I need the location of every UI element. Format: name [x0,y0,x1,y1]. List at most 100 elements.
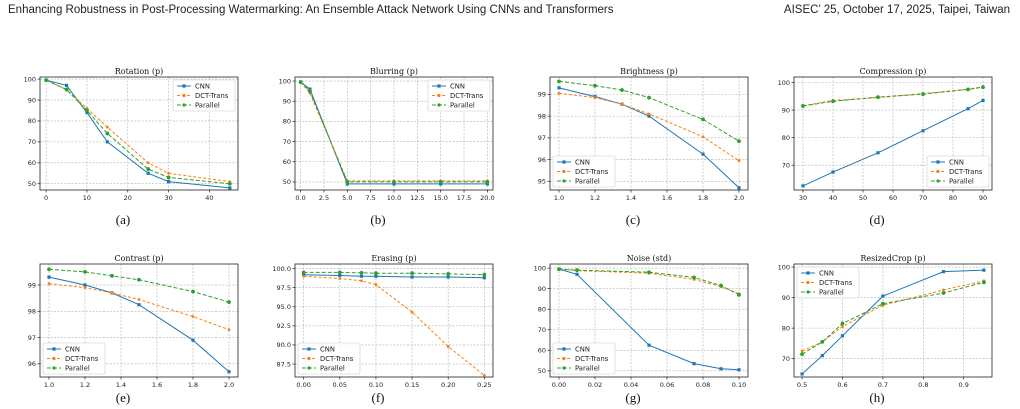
legend-label-dct-trans: DCT-Trans [65,355,99,363]
legend-label-parallel: Parallel [575,177,600,185]
data-point-cnn [359,274,364,278]
data-point-parallel [44,78,49,83]
data-point-parallel [719,283,723,288]
data-point-cnn [737,186,741,190]
data-point-cnn [801,184,805,188]
series-line-cnn [48,276,230,373]
legend-label-cnn: CNN [195,82,210,90]
x-tick-label: 17.5 [457,194,471,202]
x-tick-label: 0.08 [696,381,710,389]
data-point-parallel [800,352,804,356]
x-tick-label: 1.6 [152,381,162,389]
chart-svg: Blurring (p) 0.0 2.5 5.0 7.5 10.0 12.5 15.0 17.5… [279,67,495,202]
legend-label-parallel: Parallel [320,364,345,372]
series-line-cnn [802,99,984,187]
x-tick-label: 10 [83,194,91,202]
y-tick-label: 50 [283,178,291,186]
legend-marker-dct-trans [182,93,186,98]
x-tick-label: 1.4 [116,381,126,389]
legend-marker-dct-trans [437,93,441,98]
series-line-dct-trans [48,283,230,331]
data-point-dct-trans [47,282,51,286]
data-point-dct-trans [360,279,363,283]
x-tick-label: 12.5 [410,194,424,202]
x-tick-label: 0.6 [837,381,847,389]
legend-marker-parallel [806,290,810,294]
y-tick-label: 70 [782,355,790,363]
x-tick-label: 70 [919,194,927,202]
data-point-parallel [557,267,561,272]
data-point-parallel [485,180,490,184]
data-point-cnn [228,186,232,190]
legend-marker-cnn [182,84,186,88]
y-tick-label: 87.5 [277,360,291,368]
data-point-parallel [701,117,705,122]
x-tick-label: 1.2 [590,194,600,202]
y-tick-label: 97 [538,134,546,142]
data-point-cnn [701,152,705,156]
plot-frame [294,76,494,191]
data-point-cnn [876,151,880,155]
y-tick-label: 100.0 [272,265,291,273]
data-point-parallel [647,270,651,275]
chart-title: Noise (std) [627,254,671,263]
y-tick-label: 100 [24,75,36,83]
data-point-dct-trans [410,310,414,314]
data-point-dct-trans [593,96,597,100]
chart-title: Erasing (p) [371,254,416,263]
series-line-parallel [558,80,740,142]
data-point-cnn [146,171,150,175]
x-tick-label: 1.6 [662,194,672,202]
data-point-parallel [840,321,845,326]
data-point-dct-trans [841,325,844,329]
data-point-dct-trans [620,102,624,106]
legend-marker-cnn [562,160,566,164]
y-tick-label: 80 [283,118,291,126]
x-tick-label: 7.5 [365,194,375,202]
legend-label-parallel: Parallel [65,364,90,372]
data-point-parallel [105,131,110,136]
data-point-cnn [982,268,986,272]
y-tick-label: 50 [28,180,36,188]
legend-marker-parallel [562,366,566,370]
data-point-parallel [482,272,487,277]
data-point-cnn [137,303,141,307]
x-tick-label: 0.7 [878,381,888,389]
data-point-parallel [831,99,835,104]
data-point-cnn [485,182,489,186]
data-point-parallel [593,83,597,88]
data-point-parallel [85,108,89,113]
data-point-parallel [410,271,414,276]
legend-label-cnn: CNN [65,345,80,353]
y-tick-label: 98 [28,308,36,316]
plot-frame [294,263,494,378]
y-tick-label: 100 [778,79,790,87]
series-line-parallel [48,268,230,303]
plot-frame [549,76,749,191]
data-point-parallel [337,270,342,275]
data-point-parallel [438,180,443,184]
data-point-dct-trans [374,283,378,287]
x-tick-label: 0.00 [552,381,566,389]
x-tick-label: 0.9 [959,381,969,389]
y-tick-label: 100 [778,263,790,271]
x-tick-label: 1.8 [698,194,708,202]
data-point-parallel [146,167,151,171]
chart-svg: Brightness (p) 1.0 1.2 1.4 1.6 1.8 2.0 95 96 97 98… [538,67,749,202]
y-tick-label: 100 [534,264,546,272]
series-line-parallel [303,271,485,276]
legend-label-dct-trans: DCT-Trans [575,355,609,363]
data-point-cnn [374,274,378,278]
data-point-parallel [737,139,741,144]
x-tick-label: 1.2 [80,381,90,389]
data-point-cnn [557,86,561,90]
data-point-parallel [308,89,312,94]
data-point-cnn [47,275,51,279]
data-point-cnn [966,107,970,111]
data-point-parallel [345,180,350,184]
y-tick-label: 80 [28,117,36,125]
plot-frame [39,76,239,191]
series-line-dct-trans [801,280,985,352]
data-point-cnn [575,272,579,276]
